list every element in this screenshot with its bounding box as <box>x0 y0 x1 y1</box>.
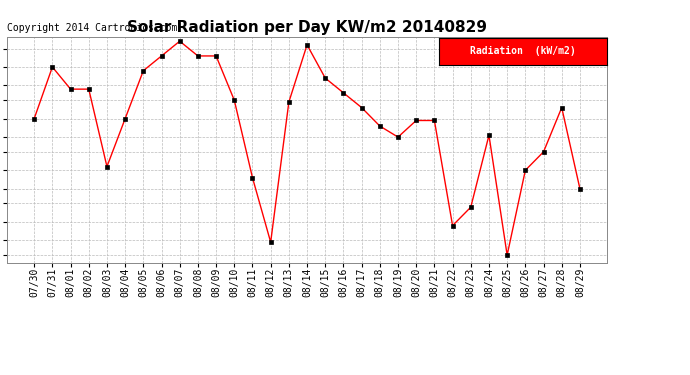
Text: Copyright 2014 Cartronics.com: Copyright 2014 Cartronics.com <box>7 23 177 33</box>
Title: Solar Radiation per Day KW/m2 20140829: Solar Radiation per Day KW/m2 20140829 <box>127 20 487 35</box>
